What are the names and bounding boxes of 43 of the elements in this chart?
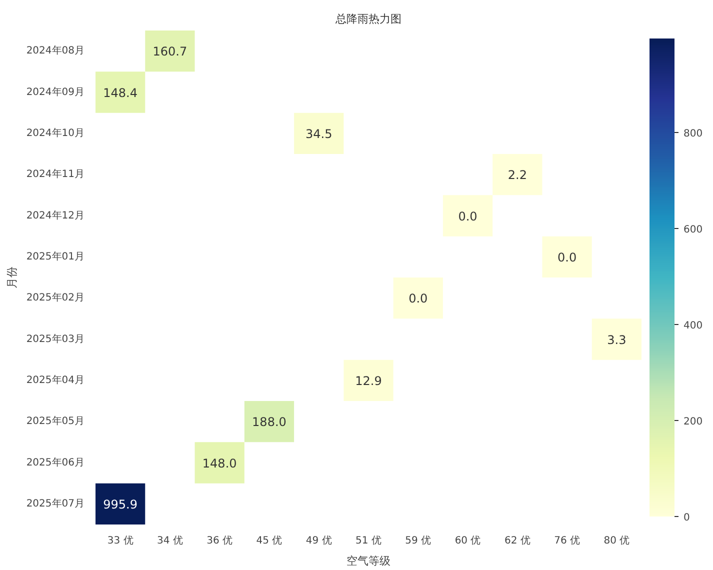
data-label: 3.3 (607, 332, 626, 347)
y-tick-label: 2025年04月 (26, 374, 85, 386)
y-tick-label: 2025年02月 (26, 292, 85, 304)
data-label: 160.7 (152, 44, 188, 59)
color-bar-label: 0 (684, 512, 690, 524)
x-tick-label: 51 优 (356, 536, 382, 546)
y-tick-label: 2025年03月 (26, 332, 85, 345)
x-tick-label: 80 优 (604, 536, 630, 546)
data-label: 2.2 (508, 168, 527, 182)
data-label: 188.0 (252, 415, 286, 430)
data-label: 0.0 (558, 250, 577, 264)
y-tick-label: 2025年05月 (26, 415, 85, 428)
x-tick-label: 45 优 (256, 536, 282, 546)
data-label: 0.0 (408, 292, 428, 306)
y-tick-label: 2024年11月 (26, 168, 85, 180)
y-tick-label: 2024年09月 (26, 86, 85, 98)
data-label: 34.5 (306, 126, 332, 141)
y-tick-label: 2025年01月 (26, 250, 85, 262)
color-bar-label: 400 (684, 320, 703, 332)
color-bar-label: 600 (684, 224, 703, 236)
color-bar-label: 800 (684, 128, 703, 140)
y-tick-label: 2025年07月 (26, 497, 85, 510)
data-label: 12.9 (355, 374, 382, 388)
y-axis-title: 月份 (5, 266, 18, 288)
y-tick-label: 2024年08月 (26, 44, 85, 57)
x-tick-label: 49 优 (306, 536, 332, 546)
data-label: 0.0 (458, 209, 478, 224)
y-tick-label: 2024年10月 (26, 126, 85, 139)
color-bar-label: 200 (684, 416, 703, 428)
data-label: 148.0 (202, 456, 237, 470)
x-tick-label: 33 优 (107, 536, 134, 546)
x-tick-label: 36 优 (206, 536, 233, 546)
data-label: 995.9 (103, 497, 138, 512)
data-label: 148.4 (103, 86, 138, 100)
x-tick-label: 59 优 (405, 536, 432, 546)
y-tick-label: 2025年06月 (26, 456, 85, 468)
x-tick-label: 76 优 (554, 536, 580, 546)
y-tick-label: 2024年12月 (26, 209, 85, 222)
x-tick-label: 34 优 (157, 536, 183, 546)
x-tick-label: 60 优 (454, 536, 481, 546)
x-axis-title: 空气等级 (346, 554, 390, 568)
chart-title: 总降雨热力图 (334, 12, 402, 26)
x-tick-label: 62 优 (504, 536, 530, 546)
